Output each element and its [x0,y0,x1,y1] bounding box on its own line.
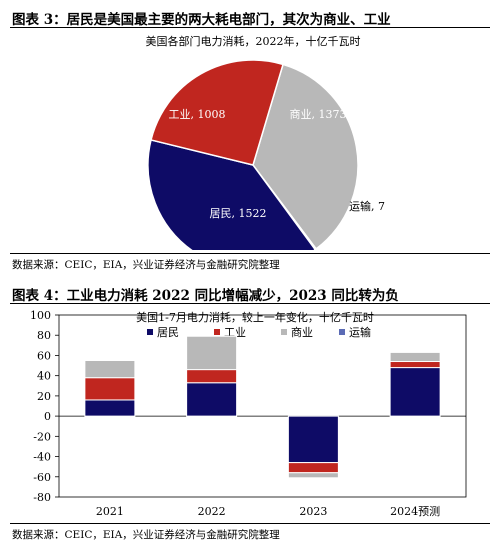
source-rule [10,523,490,524]
bar-居民-2023 [287,415,339,464]
pie-slice-商业 [252,63,359,250]
bar-居民-2021 [84,399,136,417]
bar-商业-2022 [186,335,238,371]
legend-label-商业: 商业 [291,325,313,339]
x-tick-label: 2023 [299,505,327,518]
bar-商业-2023 [287,472,339,479]
plot-frame [58,314,467,498]
figure-3-source: 数据来源：CEIC，EIA，兴业证券经济与金融研究院整理 [12,259,280,271]
x-tick-label: 2021 [96,505,124,518]
pie-label-运输: 运输, 7 [349,199,385,213]
pie-slice-工业 [150,59,284,166]
legend-swatch-运输 [339,329,345,335]
legend-label-居民: 居民 [157,326,179,339]
legend-swatch-商业 [281,329,287,335]
x-tick-label: 2024预测 [390,505,440,518]
title-rule [10,303,490,304]
y-tick-label: 100 [30,309,51,322]
bar-居民-2022 [186,382,238,417]
bar-工业-2022 [186,369,238,384]
title-rule [10,27,490,28]
bar-chart-title: 美国1-7月电力消耗，较上一年变化，十亿千瓦时 [136,310,374,324]
figure-4-source: 数据来源：CEIC，EIA，兴业证券经济与金融研究院整理 [12,529,280,541]
y-tick-label: -60 [33,471,51,484]
y-tick-label: -20 [33,430,51,443]
source-rule [10,253,490,254]
figure-4-title: 图表 4：工业电力消耗 2022 同比增幅减少，2023 同比转为负 [12,288,399,304]
y-tick-label: 40 [37,370,51,383]
bar-居民-2024预测 [389,367,441,417]
figure-3-title: 图表 3：居民是美国最主要的两大耗电部门，其次为商业、工业 [12,12,391,28]
bar-商业-2021 [84,360,136,379]
bar-工业-2021 [84,377,136,401]
bar-商业-2024预测 [389,351,441,363]
bar-工业-2023 [287,462,339,474]
y-tick-label: 60 [37,349,51,362]
y-tick-label: -80 [33,491,51,504]
pie-label-商业: 商业, 1373 [290,107,347,121]
legend-label-运输: 运输 [349,325,371,339]
pie-chart: 美国各部门电力消耗，2022年，十亿千瓦时 商业, 1373 运输, 7 居民, 1… [146,34,385,250]
pie-label-居民: 居民, 1522 [210,207,267,220]
pie-slice-居民 [147,139,317,250]
pie-label-工业: 工业, 1008 [169,108,226,121]
bar-工业-2024预测 [389,361,441,369]
y-tick-label: -40 [33,451,51,464]
x-tick-label: 2022 [198,505,226,518]
y-tick-label: 80 [37,329,51,342]
y-tick-label: 20 [37,390,51,403]
bar-chart: 美国1-7月电力消耗，较上一年变化，十亿千瓦时 居民 工业 商业 运输 -80-60-… [30,309,467,518]
y-tick-label: 0 [44,410,51,423]
legend-swatch-居民 [147,329,153,335]
pie-chart-title: 美国各部门电力消耗，2022年，十亿千瓦时 [146,34,361,48]
legend-swatch-工业 [214,329,220,335]
